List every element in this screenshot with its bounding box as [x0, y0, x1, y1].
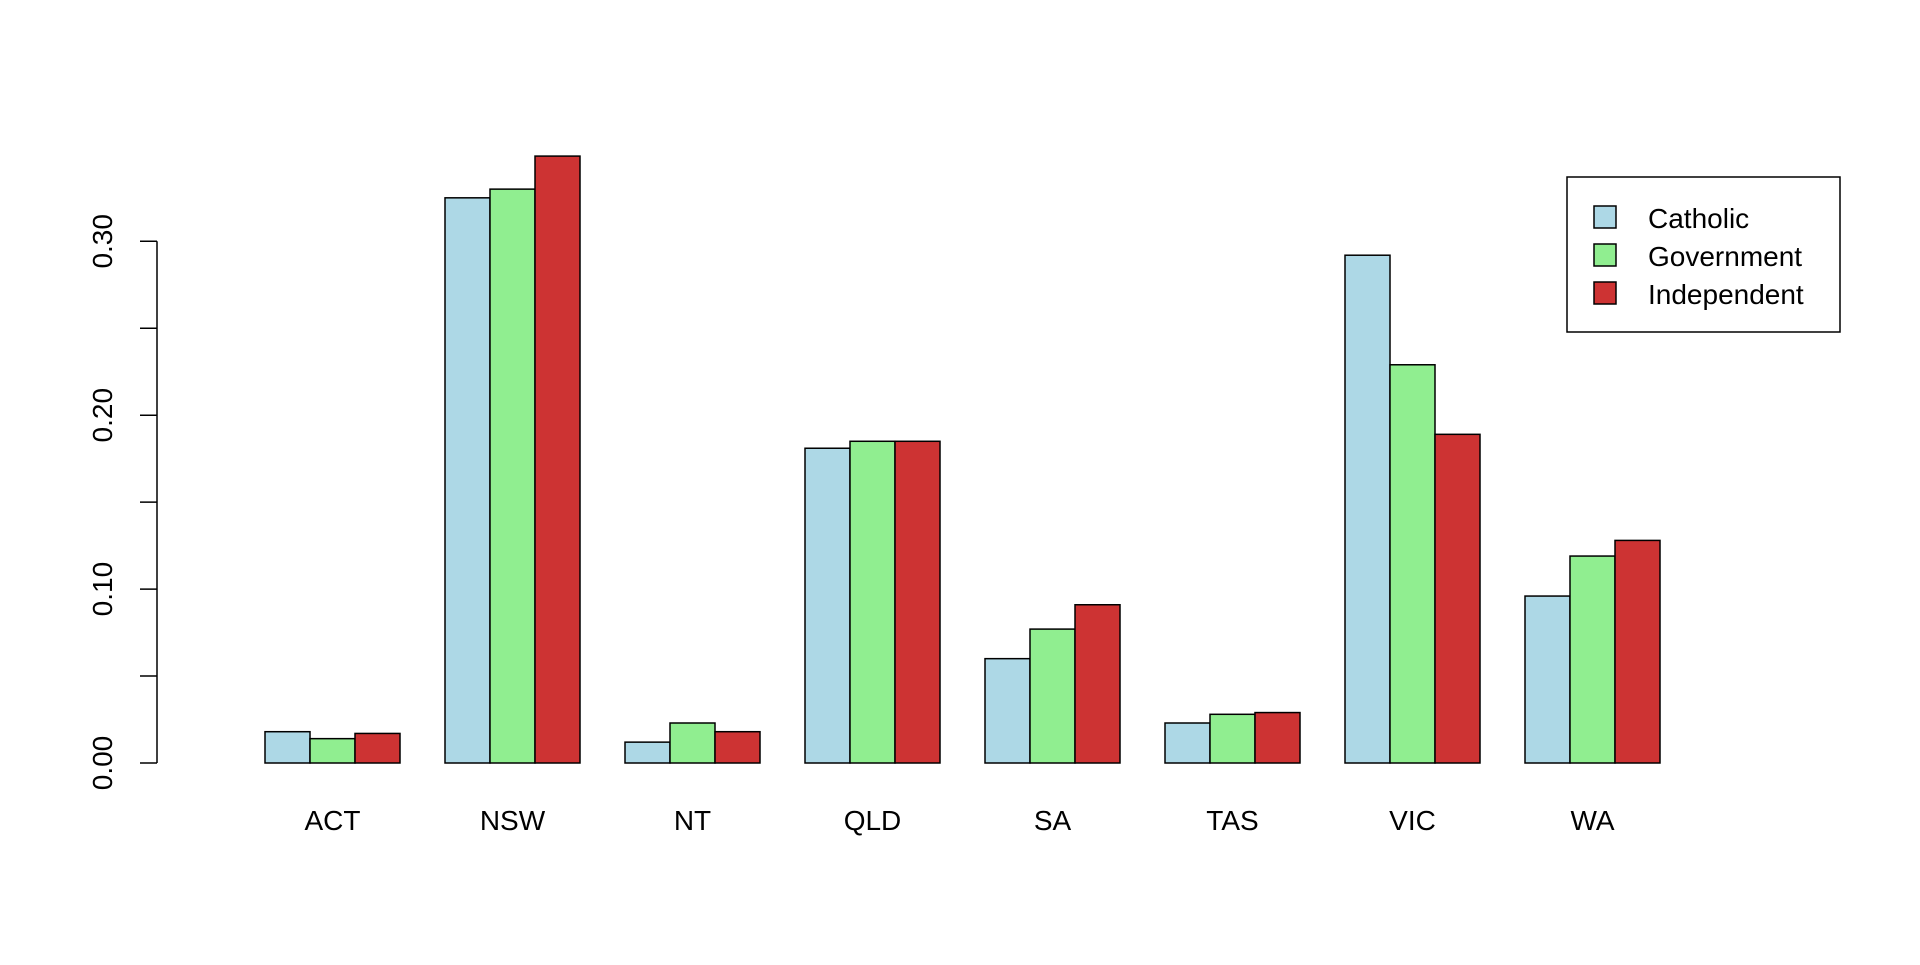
y-tick-label: 0.10 [87, 562, 118, 617]
bar-qld-government [849, 440, 896, 764]
bar-nsw-government [489, 188, 536, 764]
x-tick-label: NT [674, 805, 711, 836]
bar-wa-catholic [1524, 595, 1571, 764]
bar-nsw-independent [534, 155, 581, 764]
bar-nt-independent [714, 730, 761, 764]
bars [264, 155, 1661, 764]
y-tick-label: 0.00 [87, 736, 118, 791]
x-tick-label: WA [1570, 805, 1614, 836]
y-axis: 0.00 0.10 0.20 0.30 [87, 214, 158, 791]
legend-label-catholic: Catholic [1648, 203, 1749, 234]
legend-label-government: Government [1648, 241, 1802, 272]
bar-sa-independent [1074, 604, 1121, 764]
y-tick-label: 0.30 [87, 214, 118, 268]
bar-tas-catholic [1164, 722, 1211, 764]
bar-qld-catholic [804, 447, 851, 764]
legend-label-independent: Independent [1648, 279, 1804, 310]
bar-act-independent [354, 732, 401, 764]
legend-swatch-government [1593, 243, 1617, 267]
x-tick-label: TAS [1206, 805, 1258, 836]
bar-tas-government [1209, 713, 1256, 764]
x-axis-labels: ACT NSW NT QLD SA TAS VIC WA [305, 805, 1615, 836]
bar-act-catholic [264, 730, 311, 764]
bar-sa-catholic [984, 657, 1031, 764]
bar-nt-catholic [624, 741, 671, 764]
x-tick-label: VIC [1389, 805, 1436, 836]
x-tick-label: SA [1034, 805, 1072, 836]
bar-wa-government [1569, 555, 1616, 764]
bar-vic-independent [1434, 433, 1481, 764]
bar-nt-government [669, 722, 716, 764]
x-tick-label: QLD [844, 805, 902, 836]
bar-nsw-catholic [444, 197, 491, 764]
bar-vic-catholic [1344, 254, 1391, 764]
bar-act-government [309, 737, 356, 764]
legend-swatch-independent [1593, 281, 1617, 305]
x-tick-label: ACT [305, 805, 361, 836]
x-tick-label: NSW [480, 805, 546, 836]
bar-vic-government [1389, 364, 1436, 764]
bar-qld-independent [894, 440, 941, 764]
bar-sa-government [1029, 628, 1076, 764]
bar-wa-independent [1614, 539, 1661, 764]
legend-swatch-catholic [1593, 205, 1617, 229]
legend: Catholic Government Independent [1566, 176, 1841, 333]
bar-tas-independent [1254, 711, 1301, 764]
y-tick-label: 0.20 [87, 388, 118, 443]
